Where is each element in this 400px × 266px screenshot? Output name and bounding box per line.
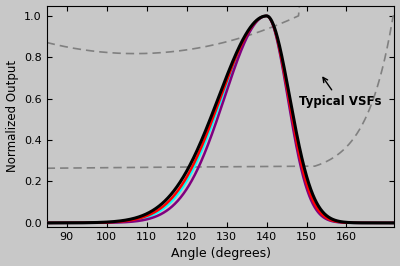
X-axis label: Angle (degrees): Angle (degrees) [170, 247, 270, 260]
Y-axis label: Normalized Output: Normalized Output [6, 60, 18, 172]
Text: Typical VSFs: Typical VSFs [298, 77, 381, 108]
